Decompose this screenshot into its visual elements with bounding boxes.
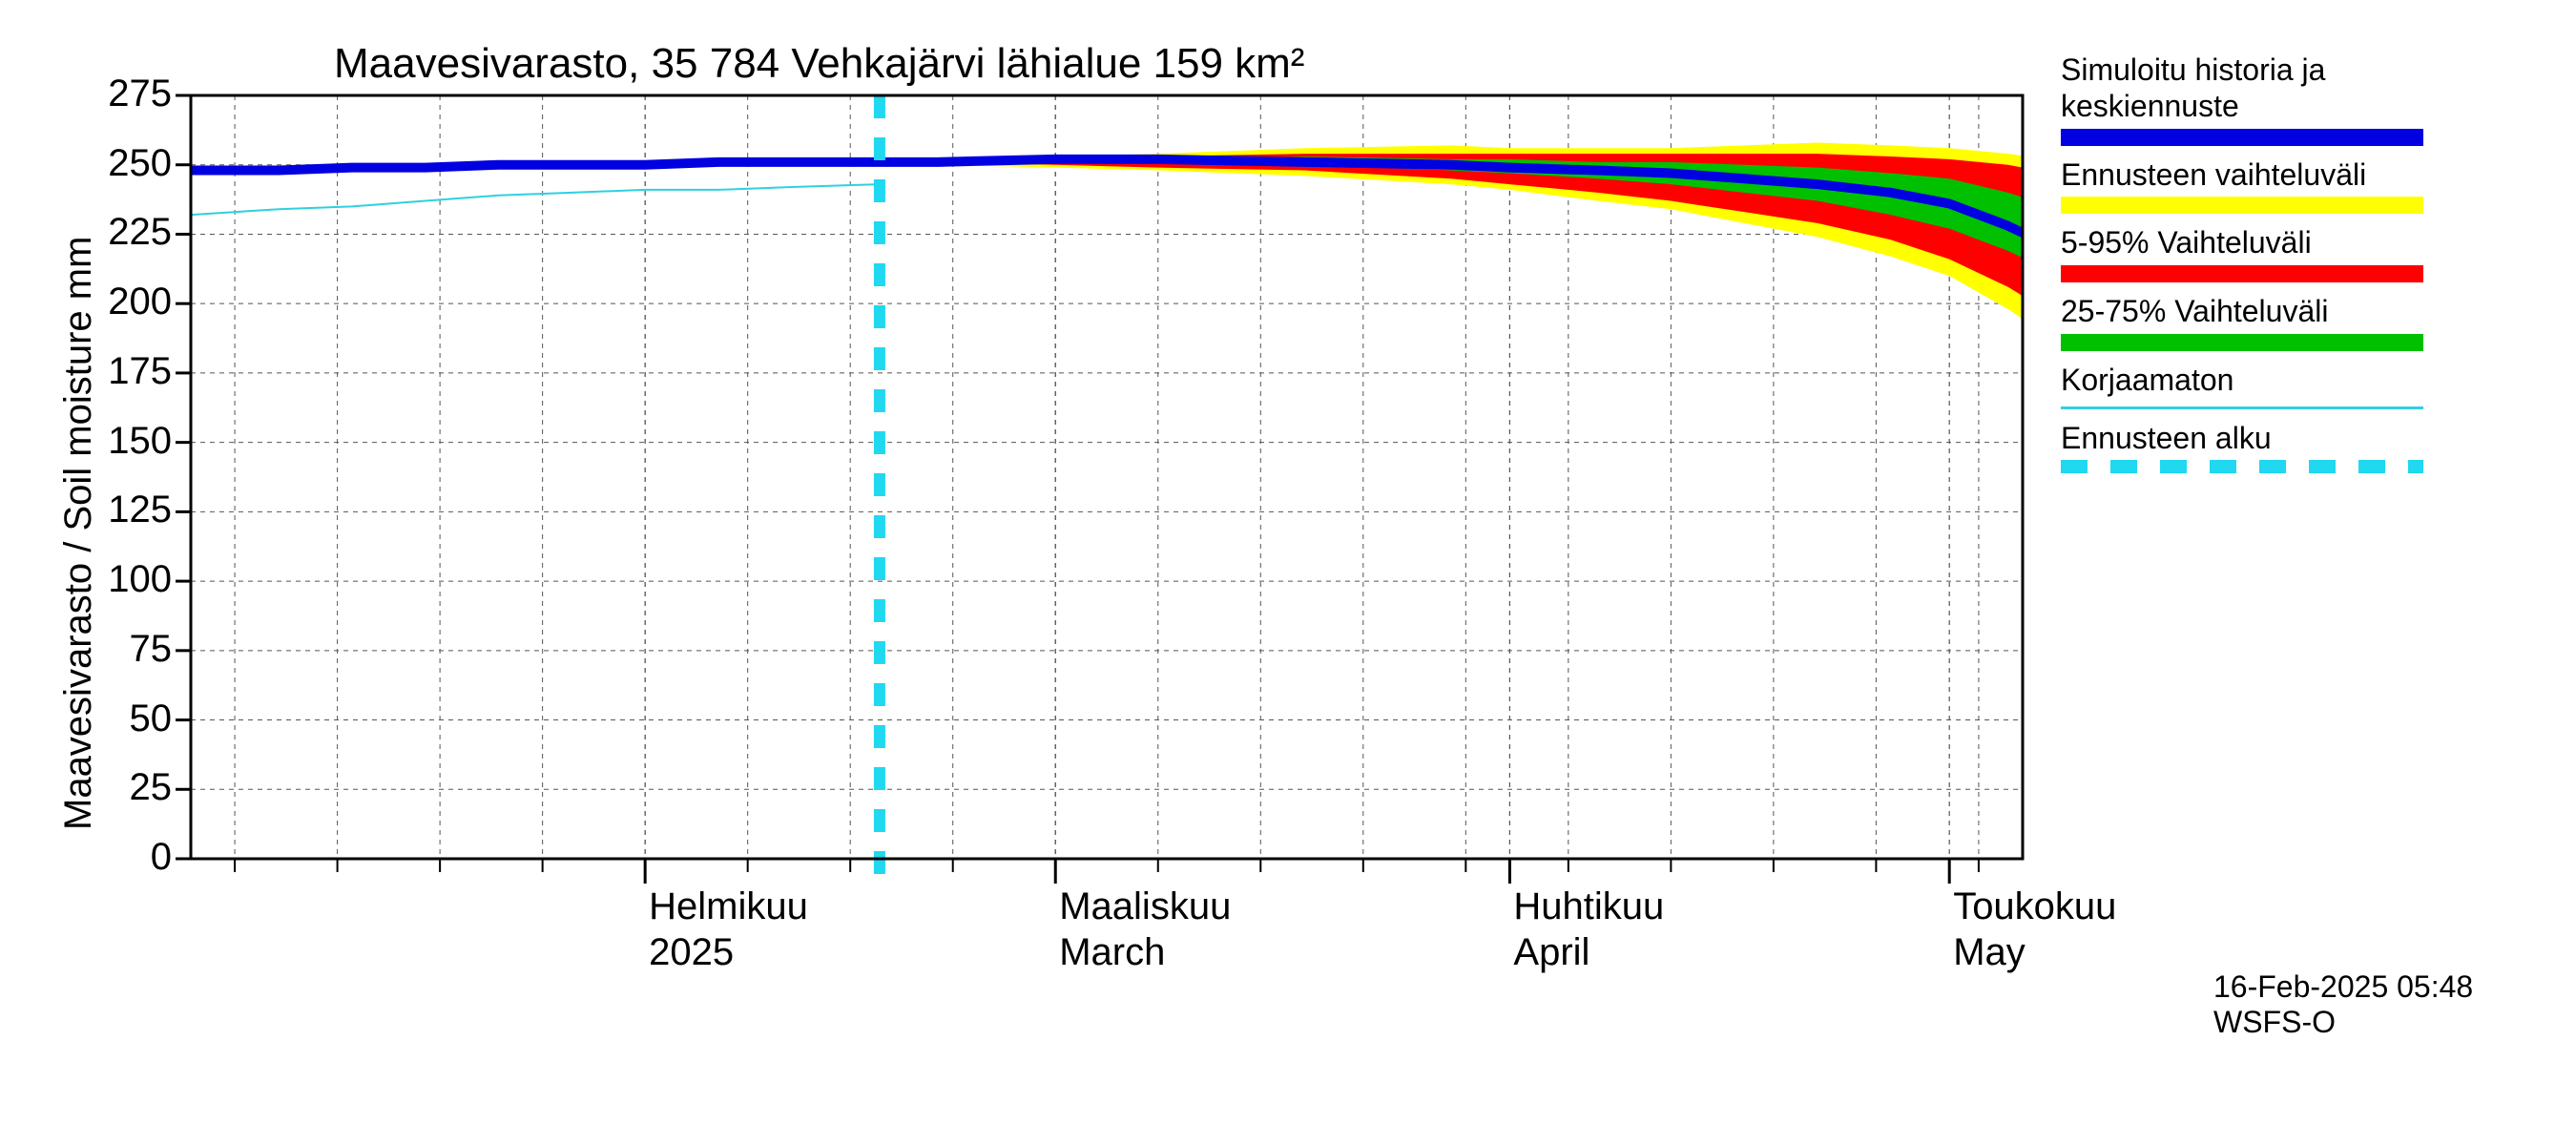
y-tick: 225 — [86, 211, 172, 254]
footer-timestamp: 16-Feb-2025 05:48 WSFS-O — [2213, 969, 2576, 1040]
y-tick: 250 — [86, 142, 172, 185]
x-tick-label: Toukokuu — [1953, 885, 2116, 928]
y-tick: 25 — [86, 766, 172, 809]
legend-label: Ennusteen vaihteluväli — [2061, 157, 2557, 194]
y-tick: 125 — [86, 489, 172, 531]
x-tick-label: Huhtikuu — [1513, 885, 1664, 928]
x-tick-sublabel: May — [1953, 931, 2025, 974]
legend-label: Simuloitu historia ja keskiennuste — [2061, 52, 2557, 125]
y-tick: 0 — [86, 836, 172, 879]
legend-item: 5-95% Vaihteluväli — [2061, 225, 2557, 282]
legend-label: 25-75% Vaihteluväli — [2061, 294, 2557, 330]
y-tick: 200 — [86, 281, 172, 323]
y-tick: 275 — [86, 73, 172, 115]
x-tick-sublabel: March — [1059, 931, 1165, 974]
x-tick-label: Helmikuu — [649, 885, 808, 928]
legend-swatch — [2061, 406, 2423, 409]
legend-item: 25-75% Vaihteluväli — [2061, 294, 2557, 351]
y-tick: 75 — [86, 628, 172, 671]
legend-swatch — [2061, 460, 2423, 473]
y-tick: 150 — [86, 420, 172, 463]
y-tick: 50 — [86, 697, 172, 740]
legend-label: Ennusteen alku — [2061, 421, 2557, 457]
y-tick: 100 — [86, 558, 172, 601]
x-tick-label: Maaliskuu — [1059, 885, 1231, 928]
x-tick-sublabel: April — [1513, 931, 1589, 974]
legend-item: Simuloitu historia ja keskiennuste — [2061, 52, 2557, 146]
x-tick-sublabel: 2025 — [649, 931, 734, 974]
legend-swatch — [2061, 265, 2423, 282]
y-tick: 175 — [86, 350, 172, 393]
legend-swatch — [2061, 334, 2423, 351]
legend-item: Ennusteen alku — [2061, 421, 2557, 474]
legend-label: 5-95% Vaihteluväli — [2061, 225, 2557, 261]
legend-swatch — [2061, 197, 2423, 214]
legend-item: Ennusteen vaihteluväli — [2061, 157, 2557, 215]
legend-swatch — [2061, 129, 2423, 146]
legend: Simuloitu historia ja keskiennuste Ennust… — [2061, 52, 2557, 485]
legend-label: Korjaamaton — [2061, 363, 2557, 399]
legend-item: Korjaamaton — [2061, 363, 2557, 409]
